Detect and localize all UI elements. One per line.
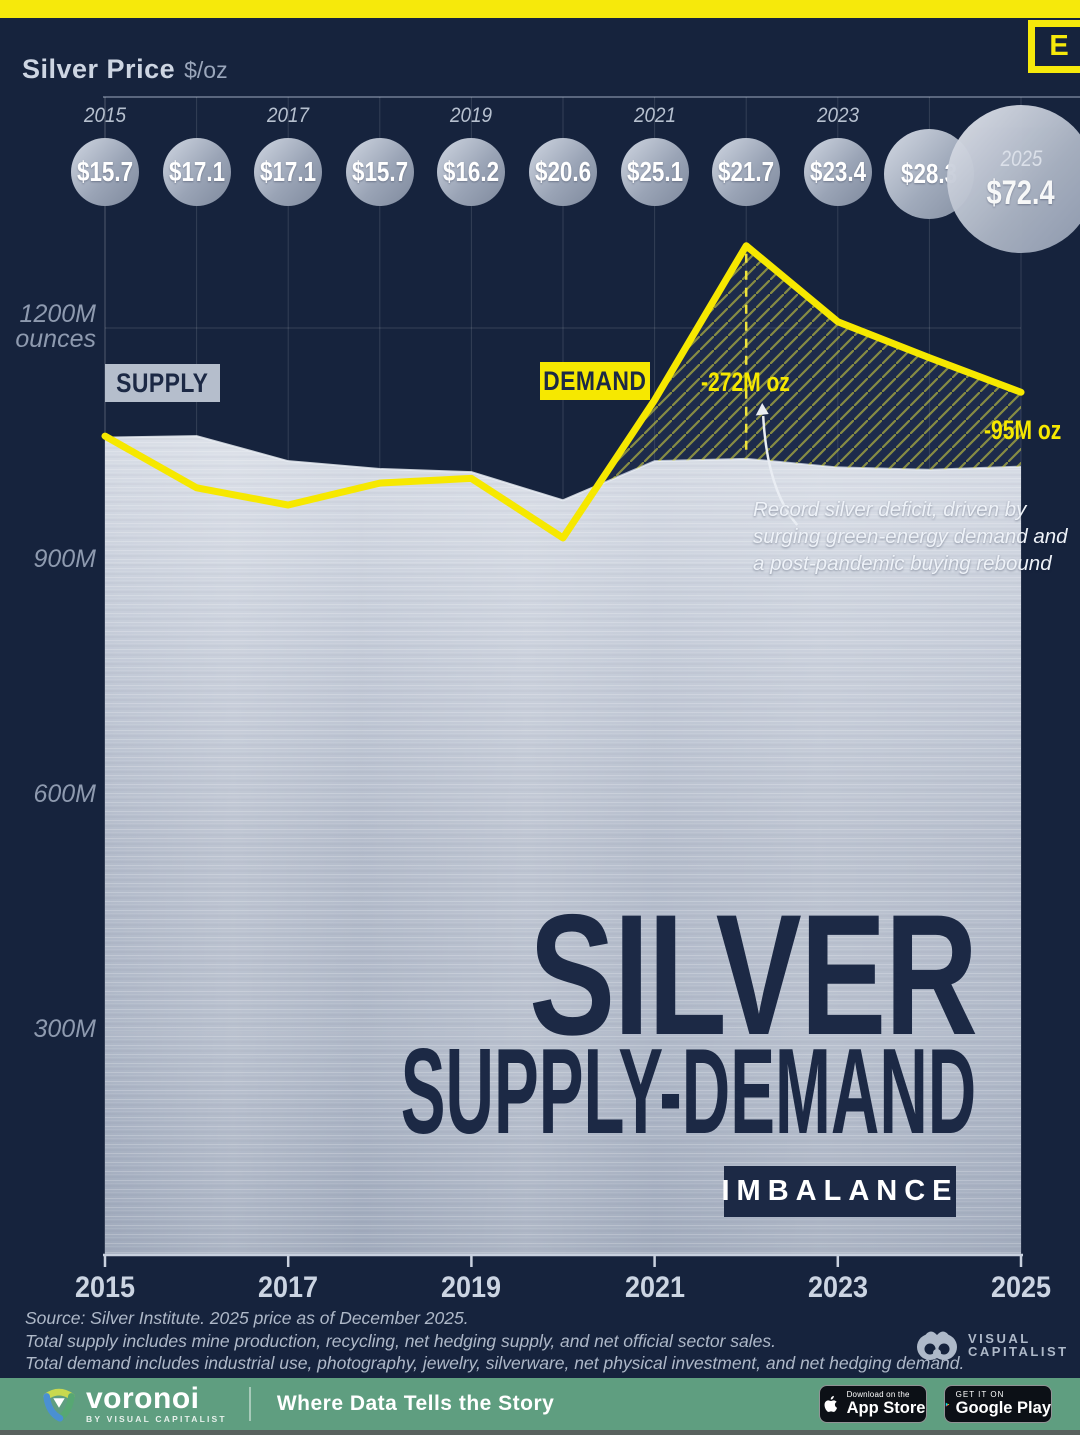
visual-capitalist-logo: VISUAL CAPITALIST xyxy=(914,1324,1069,1366)
top-accent-bar xyxy=(0,0,1080,18)
footer-bottom-strip xyxy=(0,1430,1080,1435)
e-brand-logo: E xyxy=(1028,20,1080,73)
price-circle-value: $15.7 xyxy=(76,156,134,187)
price-year-label-2021: 2021 xyxy=(633,104,676,127)
x-tick-label-2023: 2023 xyxy=(807,1271,868,1304)
footer-divider xyxy=(248,1387,251,1421)
price-circle-value: $21.7 xyxy=(718,156,775,187)
price-strip-header: Silver Price $/oz xyxy=(22,54,228,85)
price-circle-year: 2025 xyxy=(1000,145,1042,171)
price-circle-value: $72.4 xyxy=(986,173,1056,212)
apple-icon xyxy=(824,1395,837,1412)
price-year-label-2017: 2017 xyxy=(267,104,310,127)
price-circle-2023: $23.4 xyxy=(803,138,872,206)
x-tick-label-2015: 2015 xyxy=(74,1271,136,1304)
price-circle-2020: $20.6 xyxy=(529,138,597,206)
price-circle-2017: $17.1 xyxy=(254,138,323,206)
y-tick-label-300M: 300M xyxy=(33,1015,96,1043)
price-year-label-2015: 2015 xyxy=(83,104,127,127)
y-tick-label-600M: 600M xyxy=(33,780,96,808)
e-brand-letter: E xyxy=(1049,30,1069,62)
price-circle-value: $15.7 xyxy=(351,156,408,187)
price-circle-2015: $15.7 xyxy=(71,138,139,206)
price-strip-title: Silver Price xyxy=(22,54,176,84)
binoculars-icon xyxy=(917,1331,957,1360)
voronoi-triangle-icon xyxy=(43,1388,75,1422)
deficit-annotation: Record silver deficit, driven by surging… xyxy=(753,498,1068,575)
demand-line xyxy=(101,242,1025,542)
main-title-badge: IMBALANCE xyxy=(722,1166,956,1217)
voronoi-logo: voronoi BY VISUAL CAPITALIST xyxy=(40,1381,227,1424)
annotation-arrowhead xyxy=(755,403,769,416)
deficit-2022-label: -272M oz xyxy=(701,367,790,397)
x-tick-label-2019: 2019 xyxy=(441,1271,502,1304)
price-circle-2018: $15.7 xyxy=(345,138,414,206)
y-tick-label-900M: 900M xyxy=(33,545,96,573)
x-tick-label-2021: 2021 xyxy=(624,1271,685,1304)
voronoi-byline: BY VISUAL CAPITALIST xyxy=(86,1413,227,1424)
price-strip-unit: $/oz xyxy=(184,57,228,83)
footer-tagline: Where Data Tells the Story xyxy=(276,1392,555,1415)
google-play-badge[interactable]: GET IT ON Google Play xyxy=(944,1385,1052,1423)
price-circle-value: $17.1 xyxy=(168,156,225,187)
y-tick-label-1200M: 1200M ounces xyxy=(15,300,96,353)
main-title-line1: SILVER xyxy=(528,879,978,1071)
annotation-arrow xyxy=(761,415,799,526)
price-circle-value: $20.6 xyxy=(534,156,592,187)
price-circle-2016: $17.1 xyxy=(162,138,231,206)
price-circle-value: $25.1 xyxy=(626,156,683,187)
supply-series-label: SUPPLY xyxy=(105,364,220,402)
x-tick-label-2017: 2017 xyxy=(258,1271,319,1304)
price-circle-value: $16.2 xyxy=(443,156,500,187)
price-year-label-2023: 2023 xyxy=(816,104,859,127)
main-title-line2: SUPPLY-DEMAND xyxy=(400,1023,976,1159)
price-circle-2022: $21.7 xyxy=(712,138,781,206)
source-note: Source: Silver Institute. 2025 price as … xyxy=(25,1308,965,1373)
voronoi-wordmark: voronoi xyxy=(86,1381,200,1415)
deficit-hatch-area xyxy=(597,245,1021,486)
price-circle-value: $23.4 xyxy=(809,156,866,187)
deficit-2025-label: -95M oz xyxy=(984,415,1062,445)
price-circle-2025: 2025 $72.4 xyxy=(947,105,1080,253)
price-circle-value: $17.1 xyxy=(260,156,317,187)
google-play-icon xyxy=(945,1402,950,1406)
footer-bar: voronoi BY VISUAL CAPITALIST Where Data … xyxy=(0,1378,1080,1430)
price-year-label-2019: 2019 xyxy=(450,104,493,127)
demand-series-label: DEMAND xyxy=(540,362,650,400)
app-store-badge[interactable]: Download on the App Store xyxy=(819,1385,927,1423)
x-tick-label-2025: 2025 xyxy=(990,1271,1052,1304)
price-circle-2021: $25.1 xyxy=(620,138,689,206)
price-circle-2019: $16.2 xyxy=(437,138,506,206)
